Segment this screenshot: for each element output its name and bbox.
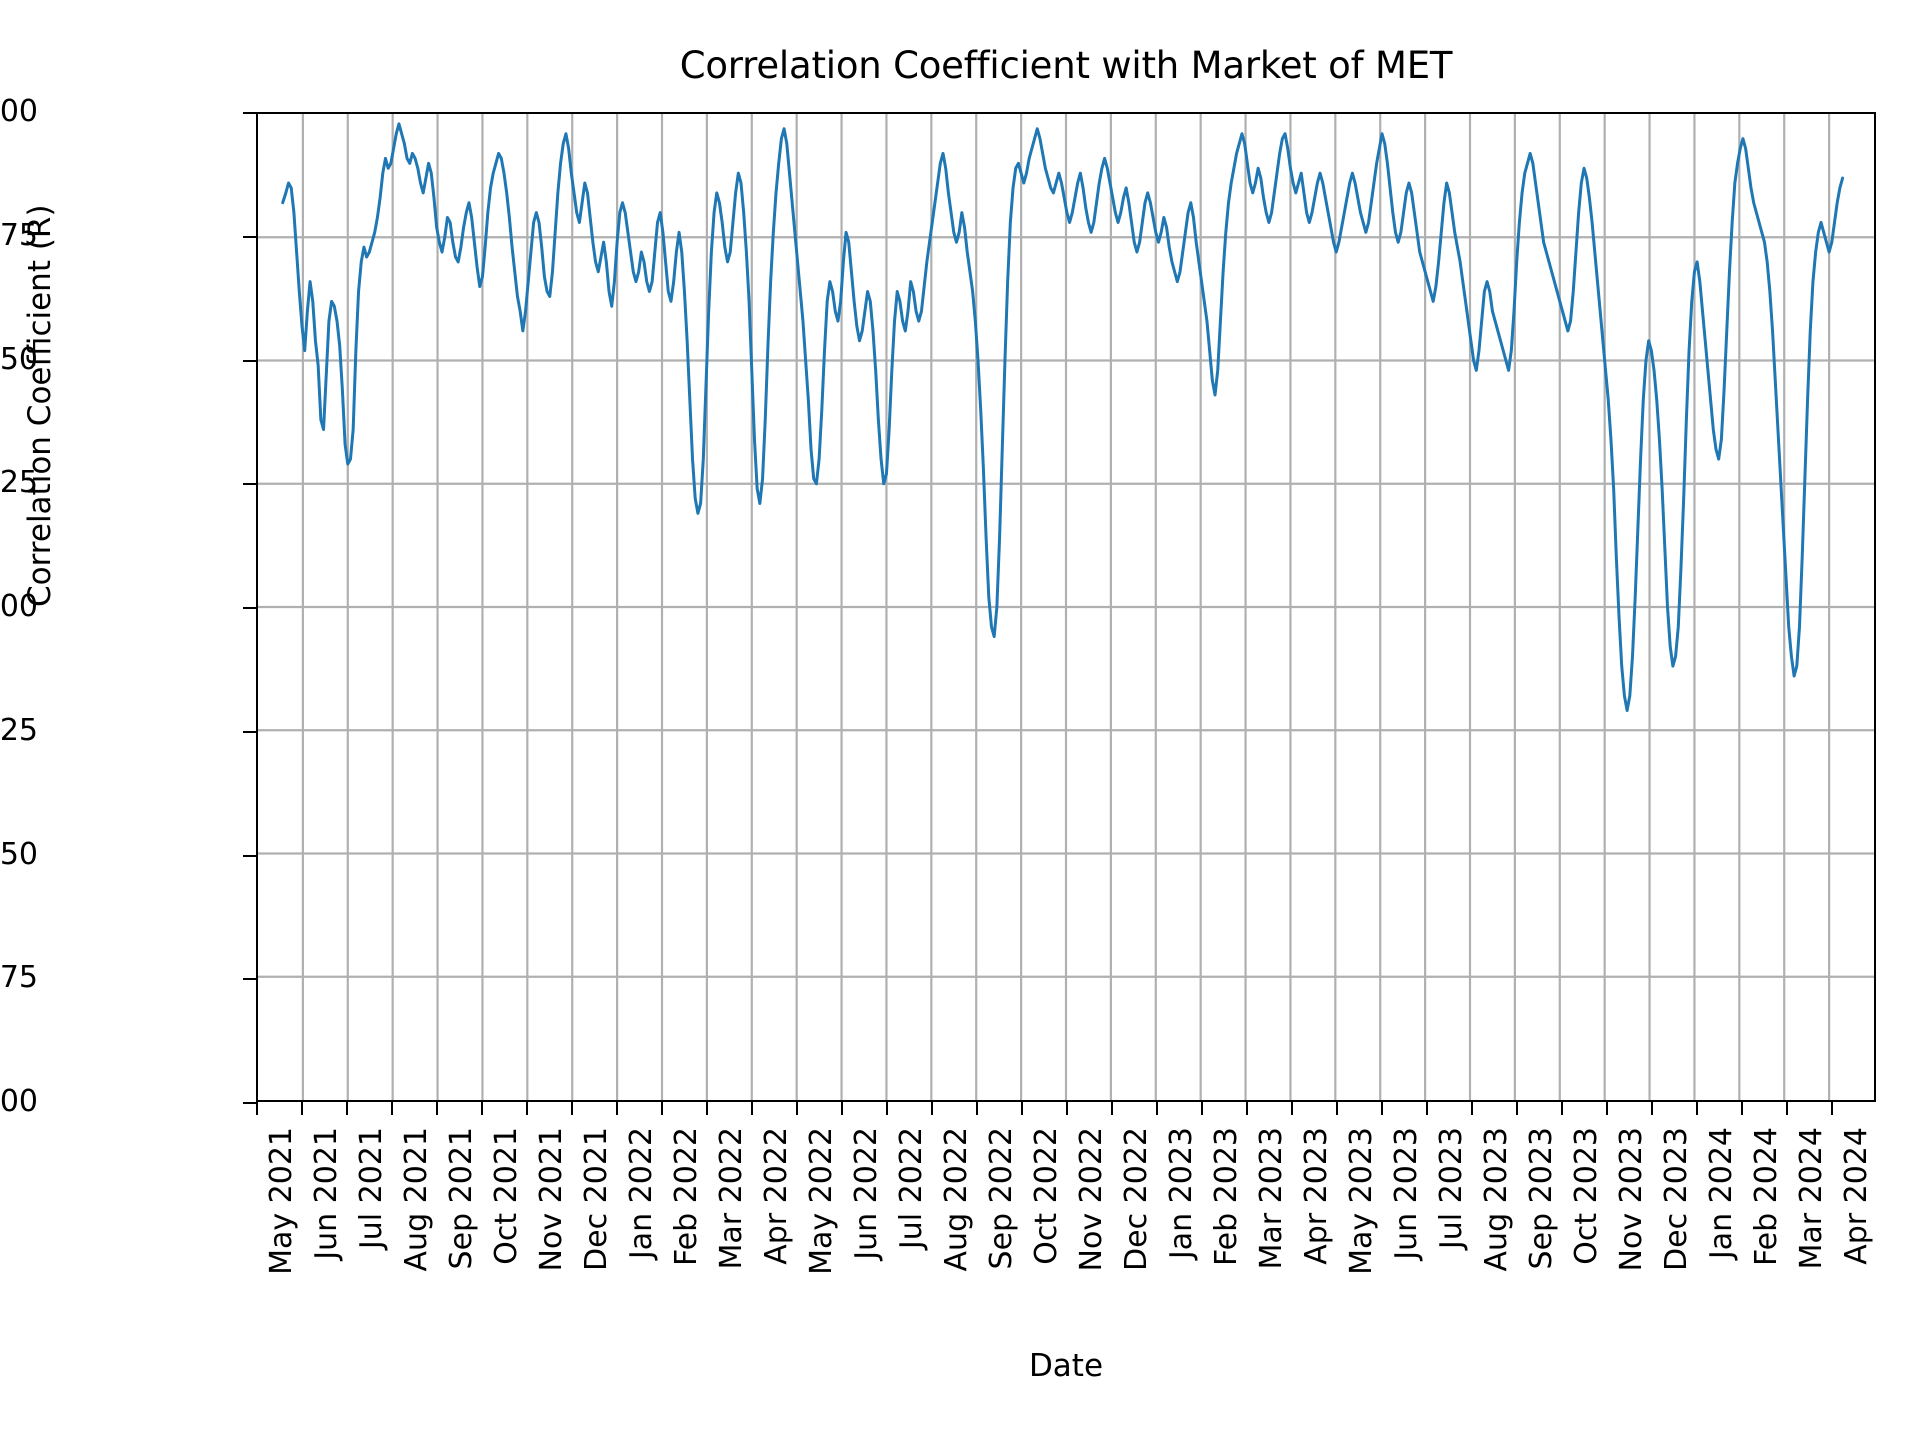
y-tick-label: 0.25 <box>0 465 38 501</box>
x-tick-label: Feb 2024 <box>1749 1127 1784 1266</box>
x-tick-mark <box>1651 1102 1653 1115</box>
x-tick-label: Aug 2022 <box>939 1127 974 1272</box>
x-tick-mark <box>976 1102 978 1115</box>
x-tick-mark <box>841 1102 843 1115</box>
x-tick-mark <box>886 1102 888 1115</box>
x-tick-label: Jul 2021 <box>354 1127 389 1250</box>
y-tick-label: −1.00 <box>0 1084 38 1119</box>
x-tick-label: Jul 2022 <box>894 1127 929 1250</box>
x-tick-label: Nov 2022 <box>1074 1127 1109 1272</box>
x-tick-label: Dec 2022 <box>1119 1127 1154 1271</box>
y-tick-mark <box>243 607 256 609</box>
x-tick-mark <box>1831 1102 1833 1115</box>
x-tick-mark <box>391 1102 393 1115</box>
x-tick-mark <box>1066 1102 1068 1115</box>
x-tick-label: Jun 2022 <box>849 1127 884 1260</box>
x-tick-mark <box>1516 1102 1518 1115</box>
x-tick-mark <box>1741 1102 1743 1115</box>
y-tick-label: −0.25 <box>0 712 38 748</box>
y-tick-mark <box>243 483 256 486</box>
x-tick-label: Mar 2022 <box>714 1127 749 1270</box>
plot-inner <box>258 114 1874 1100</box>
y-tick-mark <box>243 730 256 733</box>
y-tick-mark <box>243 1102 256 1104</box>
x-tick-label: Nov 2021 <box>534 1127 569 1272</box>
x-tick-label: Jan 2024 <box>1704 1127 1739 1260</box>
x-tick-label: Jul 2023 <box>1434 1127 1469 1250</box>
y-tick-mark <box>243 978 256 981</box>
x-tick-mark <box>706 1102 708 1115</box>
x-tick-label: Aug 2021 <box>399 1127 434 1272</box>
x-tick-label: Aug 2023 <box>1479 1127 1514 1272</box>
chart-title: Correlation Coefficient with Market of M… <box>679 44 1453 87</box>
x-tick-label: Oct 2021 <box>489 1127 524 1265</box>
x-tick-mark <box>1336 1102 1338 1115</box>
x-tick-mark <box>1606 1102 1608 1115</box>
x-tick-label: Dec 2021 <box>579 1127 614 1271</box>
y-tick-mark <box>243 359 256 362</box>
plot-area <box>256 112 1876 1102</box>
x-tick-mark <box>571 1102 573 1115</box>
x-tick-mark <box>526 1102 528 1115</box>
x-tick-mark <box>1561 1102 1563 1115</box>
x-tick-mark <box>1381 1102 1383 1115</box>
x-tick-label: Sep 2023 <box>1524 1127 1559 1270</box>
x-tick-mark <box>751 1102 753 1115</box>
x-tick-label: May 2022 <box>804 1127 839 1275</box>
x-tick-label: Sep 2021 <box>444 1127 479 1270</box>
x-tick-label: Sep 2022 <box>984 1127 1019 1270</box>
x-tick-mark <box>436 1102 438 1115</box>
x-tick-mark <box>256 1102 258 1115</box>
x-tick-mark <box>1426 1102 1428 1115</box>
x-tick-label: Oct 2022 <box>1029 1127 1064 1265</box>
x-tick-label: Feb 2023 <box>1209 1127 1244 1266</box>
x-tick-label: Mar 2023 <box>1254 1127 1289 1270</box>
y-tick-label: 0.75 <box>0 217 38 253</box>
x-axis-label: Date <box>1028 1348 1104 1384</box>
x-tick-mark <box>796 1102 798 1115</box>
x-tick-label: Feb 2022 <box>669 1127 704 1266</box>
x-tick-mark <box>1246 1102 1248 1115</box>
x-tick-label: Oct 2023 <box>1569 1127 1604 1265</box>
x-tick-mark <box>346 1102 348 1115</box>
x-tick-mark <box>481 1102 483 1115</box>
y-tick-label: −0.50 <box>0 836 38 872</box>
x-tick-label: May 2023 <box>1344 1127 1379 1275</box>
x-tick-mark <box>661 1102 663 1115</box>
x-tick-mark <box>1696 1102 1698 1115</box>
x-tick-mark <box>931 1102 933 1115</box>
x-tick-mark <box>1291 1102 1293 1115</box>
x-tick-label: Jan 2022 <box>624 1127 659 1260</box>
x-tick-label: Dec 2023 <box>1659 1127 1694 1271</box>
x-tick-mark <box>1111 1102 1113 1115</box>
x-tick-label: May 2021 <box>264 1127 299 1275</box>
x-tick-mark <box>1786 1102 1788 1115</box>
x-tick-mark <box>1156 1102 1158 1115</box>
y-tick-label: 0.00 <box>0 589 38 624</box>
x-tick-label: Jun 2023 <box>1389 1127 1424 1260</box>
x-tick-label: Jan 2023 <box>1164 1127 1199 1260</box>
x-tick-mark <box>1201 1102 1203 1115</box>
x-tick-label: Apr 2024 <box>1839 1127 1874 1265</box>
x-tick-label: Apr 2022 <box>759 1127 794 1265</box>
x-tick-label: Nov 2023 <box>1614 1127 1649 1272</box>
y-axis-label: Correlation Coefficient (R) <box>22 204 58 607</box>
x-tick-mark <box>301 1102 303 1115</box>
x-tick-mark <box>616 1102 618 1115</box>
y-tick-label: 0.50 <box>0 341 38 377</box>
x-tick-label: Jun 2021 <box>309 1127 344 1260</box>
data-series-met <box>258 114 1874 1100</box>
y-tick-label: 1.00 <box>0 94 38 129</box>
y-tick-label: −0.75 <box>0 960 38 996</box>
y-tick-mark <box>243 112 256 114</box>
x-tick-mark <box>1021 1102 1023 1115</box>
x-tick-label: Mar 2024 <box>1794 1127 1829 1270</box>
x-tick-mark <box>1471 1102 1473 1115</box>
y-tick-mark <box>243 235 256 238</box>
y-tick-mark <box>243 854 256 857</box>
x-tick-label: Apr 2023 <box>1299 1127 1334 1265</box>
